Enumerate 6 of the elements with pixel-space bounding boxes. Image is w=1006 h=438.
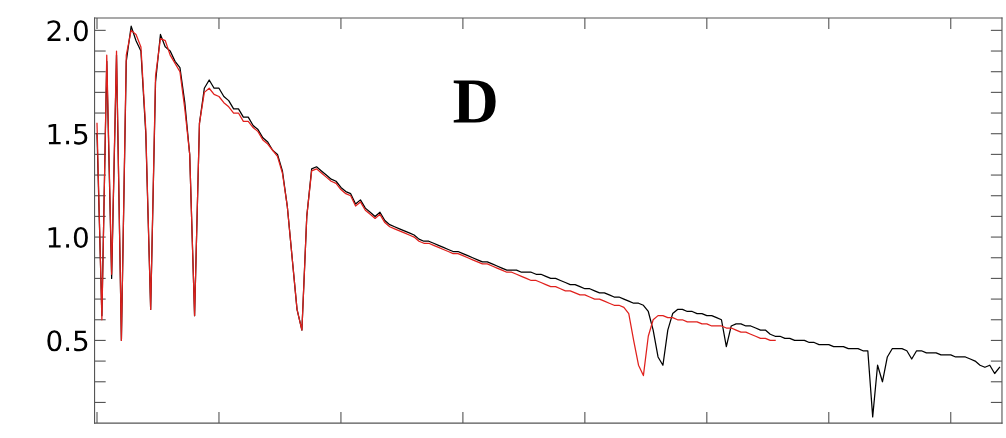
y-tick-label: 0.5 <box>47 330 88 352</box>
y-tick-label: 1.0 <box>48 227 88 249</box>
annotation: D <box>453 80 496 123</box>
y-tick-label: 1.5 <box>48 124 88 145</box>
line-series <box>96 29 776 377</box>
y-tick-label: 2.0 <box>47 20 88 42</box>
